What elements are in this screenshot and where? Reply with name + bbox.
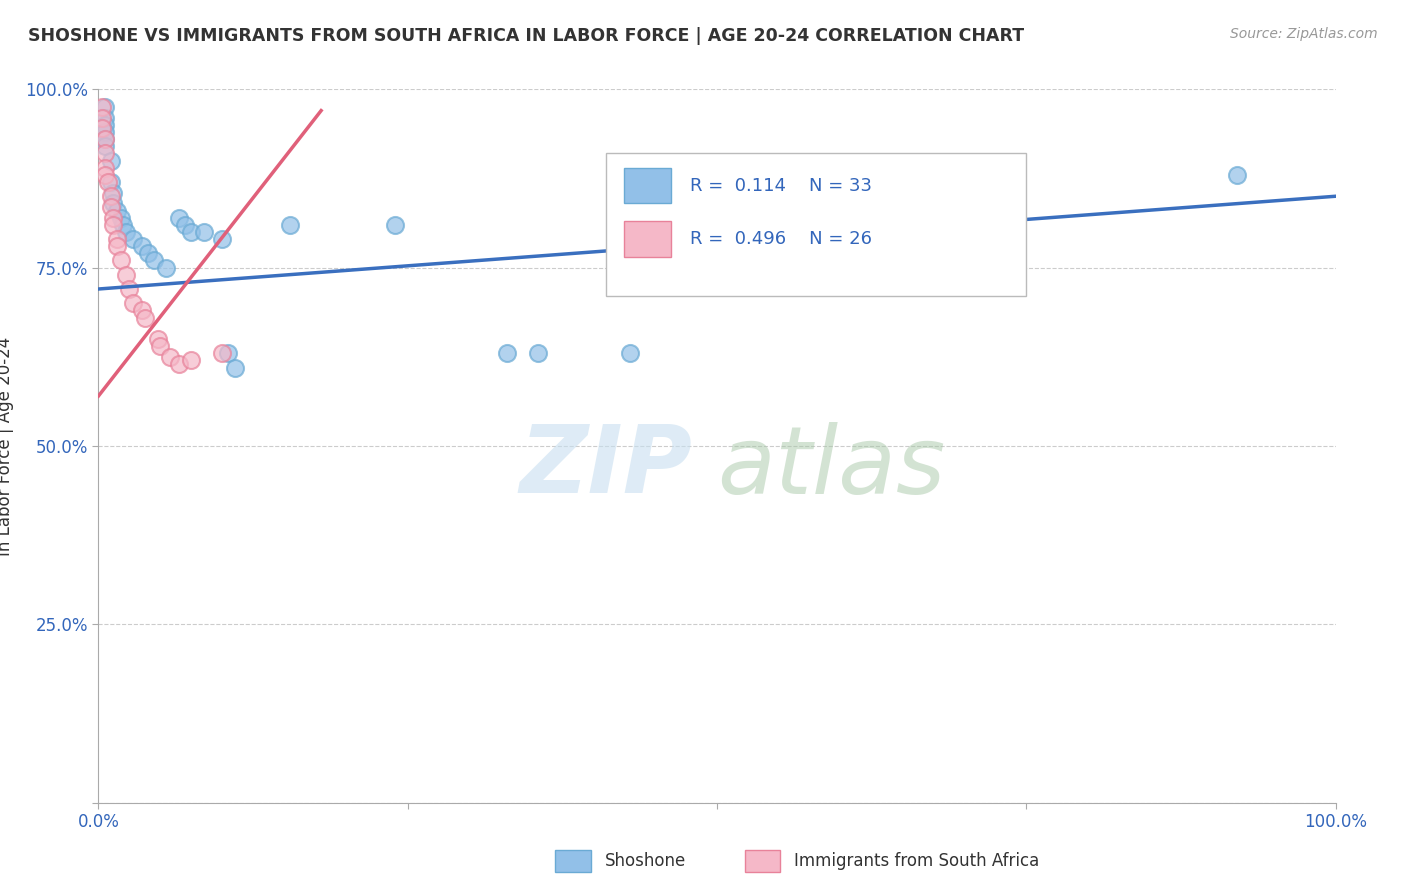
Point — [100, 189, 122, 203]
Point — [384, 218, 406, 232]
Point — [93, 161, 115, 175]
Point — [93, 139, 115, 153]
Point — [136, 246, 159, 260]
Point — [100, 153, 122, 168]
Point — [91, 100, 114, 114]
Point — [93, 146, 115, 161]
Text: Immigrants from South Africa: Immigrants from South Africa — [794, 852, 1039, 870]
Point — [114, 268, 136, 282]
Point — [122, 296, 145, 310]
Point — [146, 332, 169, 346]
Point — [167, 357, 190, 371]
Point — [103, 218, 125, 232]
Point — [93, 132, 115, 146]
Point — [93, 168, 115, 182]
Point — [167, 211, 190, 225]
Point — [278, 218, 301, 232]
Point — [1226, 168, 1249, 182]
Text: atlas: atlas — [717, 422, 945, 513]
Point — [830, 232, 852, 246]
Point — [110, 253, 132, 268]
Point — [100, 175, 122, 189]
Point — [93, 118, 115, 132]
Point — [143, 253, 166, 268]
FancyBboxPatch shape — [624, 221, 671, 257]
Point — [131, 303, 153, 318]
Point — [97, 175, 120, 189]
Point — [174, 218, 197, 232]
Point — [91, 111, 114, 125]
Text: Shoshone: Shoshone — [605, 852, 686, 870]
Point — [118, 282, 141, 296]
Point — [149, 339, 172, 353]
Point — [105, 239, 128, 253]
Point — [105, 203, 128, 218]
Text: Source: ZipAtlas.com: Source: ZipAtlas.com — [1230, 27, 1378, 41]
FancyBboxPatch shape — [624, 168, 671, 203]
Point — [211, 346, 233, 360]
Point — [495, 346, 517, 360]
Point — [93, 132, 115, 146]
Point — [131, 239, 153, 253]
Point — [93, 111, 115, 125]
Point — [180, 225, 202, 239]
Point — [159, 350, 181, 364]
Point — [91, 121, 114, 136]
Point — [93, 100, 115, 114]
Point — [100, 200, 122, 214]
Point — [114, 225, 136, 239]
Point — [193, 225, 215, 239]
Point — [155, 260, 177, 275]
Point — [93, 125, 115, 139]
Point — [619, 346, 641, 360]
Point — [224, 360, 246, 375]
Point — [211, 232, 233, 246]
Text: SHOSHONE VS IMMIGRANTS FROM SOUTH AFRICA IN LABOR FORCE | AGE 20-24 CORRELATION : SHOSHONE VS IMMIGRANTS FROM SOUTH AFRICA… — [28, 27, 1024, 45]
Text: R =  0.496    N = 26: R = 0.496 N = 26 — [690, 230, 872, 248]
Point — [103, 186, 125, 200]
Point — [180, 353, 202, 368]
Text: R =  0.114    N = 33: R = 0.114 N = 33 — [690, 177, 872, 194]
Text: ZIP: ZIP — [519, 421, 692, 514]
FancyBboxPatch shape — [606, 153, 1026, 296]
Point — [112, 218, 135, 232]
Point — [103, 196, 125, 211]
Point — [103, 211, 125, 225]
Point — [105, 232, 128, 246]
Point — [526, 346, 548, 360]
Point — [134, 310, 156, 325]
Y-axis label: In Labor Force | Age 20-24: In Labor Force | Age 20-24 — [0, 336, 14, 556]
Point — [217, 346, 239, 360]
Point — [122, 232, 145, 246]
Point — [110, 211, 132, 225]
